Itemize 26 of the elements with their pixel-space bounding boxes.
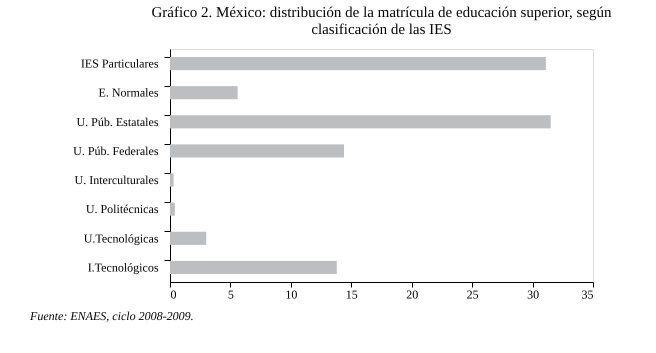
x-tick-label: 5 <box>228 288 234 302</box>
bar <box>170 144 344 158</box>
bar <box>170 202 175 216</box>
y-tick-label: U. Púb. Estatales <box>76 114 159 129</box>
x-tick-label: 35 <box>582 288 594 302</box>
x-tick-label: 30 <box>527 288 540 302</box>
y-tick-label: E. Normales <box>98 86 159 100</box>
x-tick-label: 20 <box>406 288 418 302</box>
bar <box>170 174 174 187</box>
x-tick-label: 15 <box>346 288 358 302</box>
x-tick-label: 25 <box>466 288 479 302</box>
y-tick-label: U.Tecnológicas <box>84 231 159 246</box>
y-tick-label: I.Tecnológicos <box>88 260 159 274</box>
bar <box>170 57 546 70</box>
source-note: Fuente: ENAES, ciclo 2008-2009. <box>29 309 194 323</box>
bar <box>170 232 206 245</box>
x-tick-label: 0 <box>170 288 176 302</box>
y-tick-label: U. Púb. Federales <box>73 144 159 158</box>
y-tick-label: IES Particulares <box>80 56 159 71</box>
chart-title: Gráfico 2. México: distribución de la matrícula de educación superior, según clasificación de las IES <box>151 5 612 38</box>
bar <box>170 115 551 128</box>
y-tick-label: U. Interculturales <box>74 173 159 188</box>
bar <box>170 260 337 274</box>
bar <box>170 86 238 100</box>
x-tick-label: 10 <box>285 288 298 302</box>
y-tick-label: U. Politécnicas <box>86 202 159 216</box>
